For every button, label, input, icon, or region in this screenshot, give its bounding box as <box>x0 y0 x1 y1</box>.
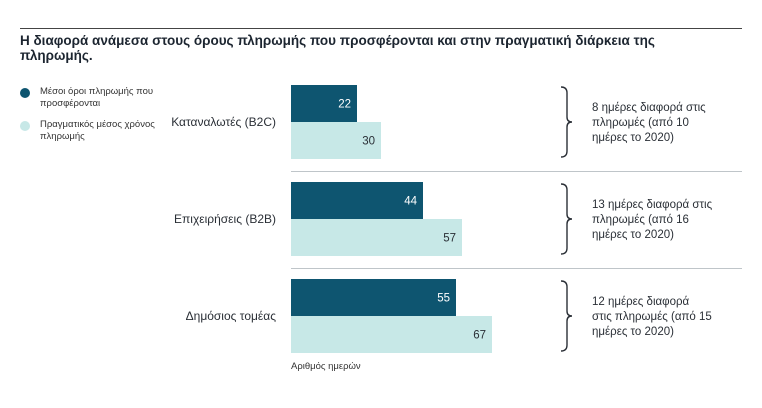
annotation-line: πληρωμές (από 16 <box>592 214 689 226</box>
category-label: Επιχειρήσεις (B2B) <box>174 212 276 226</box>
data-label-offered: 22 <box>338 99 351 111</box>
annotation-line: πληρωμές (από 10 <box>592 117 689 129</box>
legend-swatch-actual <box>20 121 30 131</box>
annotation-line: 13 ημέρες διαφορά στις <box>592 199 713 211</box>
annotation-line: ημέρες το 2020) <box>592 326 674 338</box>
data-label-offered: 55 <box>437 293 450 305</box>
legend: Μέσοι όροι πληρωμής που προσφέρονται Πρα… <box>20 86 180 152</box>
bar-actual <box>291 219 462 256</box>
data-label-offered: 44 <box>404 196 417 208</box>
brace <box>560 183 573 255</box>
category-label: Καταναλωτές (B2C) <box>171 115 276 129</box>
annotation-line: 12 ημέρες διαφορά <box>592 296 690 308</box>
category-label: Δημόσιος τομέας <box>186 309 277 323</box>
legend-label-actual: Πραγματικός μέσος χρόνος πληρωμής <box>40 119 155 142</box>
chart-title: Η διαφορά ανάμεσα στους όρους πληρωμής π… <box>20 33 655 63</box>
legend-item-actual: Πραγματικός μέσος χρόνος πληρωμής <box>20 119 180 143</box>
brace <box>560 280 573 352</box>
data-label-actual: 30 <box>362 136 375 148</box>
legend-swatch-offered <box>20 88 30 98</box>
x-axis-title: Αριθμός ημερών <box>291 361 361 372</box>
brace <box>560 86 573 158</box>
bar-actual <box>291 122 381 159</box>
title-rule <box>20 28 742 29</box>
legend-label-offered: Μέσοι όροι πληρωμής που προσφέρονται <box>40 86 154 109</box>
bar-actual <box>291 316 492 353</box>
bar-offered <box>291 182 423 219</box>
annotation-line: ημέρες το 2020) <box>592 132 674 144</box>
data-label-actual: 67 <box>473 330 486 342</box>
annotation-line: στις πληρωμές (από 15 <box>592 311 712 323</box>
annotation-line: 8 ημέρες διαφορά στις <box>592 102 706 114</box>
bar-offered <box>291 85 357 122</box>
legend-item-offered: Μέσοι όροι πληρωμής που προσφέρονται <box>20 86 180 110</box>
bar-offered <box>291 279 456 316</box>
annotation-line: ημέρες το 2020) <box>592 229 674 241</box>
data-label-actual: 57 <box>443 233 456 245</box>
